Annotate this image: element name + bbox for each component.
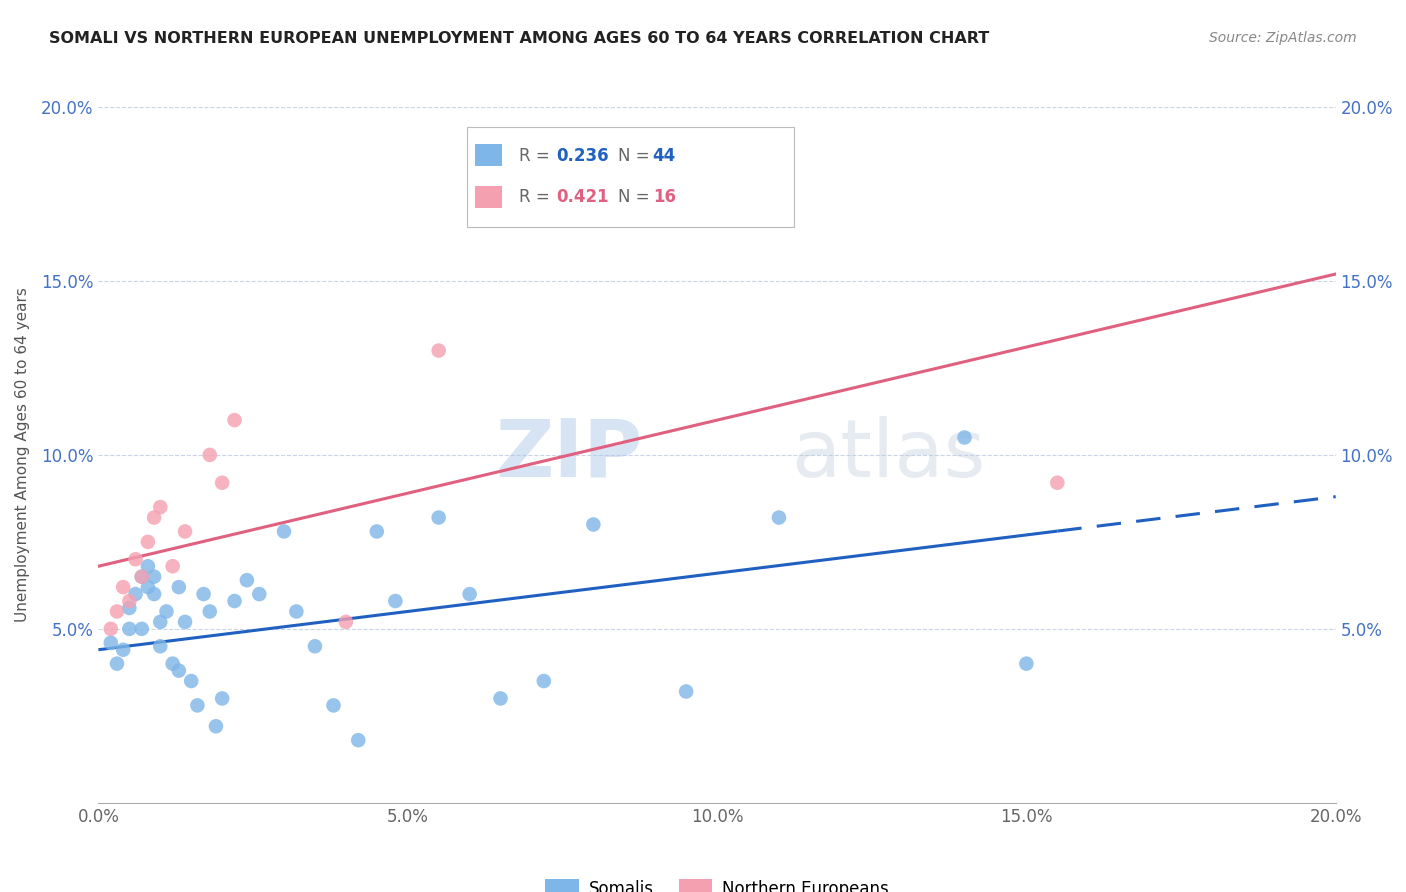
- Point: [100, 622, 122, 636]
- Text: atlas: atlas: [792, 416, 986, 494]
- Point: [131, 570, 153, 584]
- Text: 44: 44: [652, 147, 676, 165]
- Point: [100, 636, 122, 650]
- Point: [1046, 475, 1069, 490]
- Point: [675, 684, 697, 698]
- Point: [143, 510, 166, 524]
- Point: [247, 587, 270, 601]
- Point: [124, 552, 146, 566]
- Point: [105, 605, 128, 619]
- Point: [236, 573, 259, 587]
- Point: [167, 664, 190, 678]
- Point: [131, 622, 153, 636]
- Text: N =: N =: [619, 147, 655, 165]
- Point: [112, 642, 135, 657]
- Point: [953, 431, 976, 445]
- Point: [155, 605, 177, 619]
- Point: [118, 594, 141, 608]
- Point: [193, 587, 215, 601]
- Point: [198, 448, 221, 462]
- Point: [105, 657, 128, 671]
- Text: 0.236: 0.236: [557, 147, 609, 165]
- FancyBboxPatch shape: [467, 127, 794, 227]
- Point: [427, 510, 450, 524]
- Point: [198, 605, 221, 619]
- Point: [335, 615, 357, 629]
- Point: [489, 691, 512, 706]
- Legend: Somalis, Northern Europeans: Somalis, Northern Europeans: [537, 871, 897, 892]
- Bar: [475, 186, 502, 208]
- Point: [174, 524, 197, 539]
- Point: [224, 413, 246, 427]
- Text: 16: 16: [652, 188, 676, 206]
- Point: [149, 639, 172, 653]
- Text: SOMALI VS NORTHERN EUROPEAN UNEMPLOYMENT AMONG AGES 60 TO 64 YEARS CORRELATION C: SOMALI VS NORTHERN EUROPEAN UNEMPLOYMENT…: [49, 31, 990, 46]
- Bar: [475, 144, 502, 166]
- Point: [131, 570, 153, 584]
- Text: 0.421: 0.421: [557, 188, 609, 206]
- Point: [143, 570, 166, 584]
- Point: [174, 615, 197, 629]
- Point: [273, 524, 295, 539]
- Point: [366, 524, 388, 539]
- Point: [136, 534, 159, 549]
- Point: [1015, 657, 1038, 671]
- Text: ZIP: ZIP: [495, 416, 643, 494]
- Point: [124, 587, 146, 601]
- Point: [136, 559, 159, 574]
- Point: [427, 343, 450, 358]
- Point: [211, 691, 233, 706]
- Point: [533, 674, 555, 689]
- Point: [149, 615, 172, 629]
- Point: [143, 587, 166, 601]
- Point: [205, 719, 228, 733]
- Point: [167, 580, 190, 594]
- Point: [180, 674, 202, 689]
- Y-axis label: Unemployment Among Ages 60 to 64 years: Unemployment Among Ages 60 to 64 years: [15, 287, 30, 623]
- Point: [136, 580, 159, 594]
- Point: [186, 698, 208, 713]
- Point: [149, 500, 172, 514]
- Point: [211, 475, 233, 490]
- Point: [582, 517, 605, 532]
- Point: [162, 657, 184, 671]
- Point: [118, 601, 141, 615]
- Point: [304, 639, 326, 653]
- Point: [118, 622, 141, 636]
- Point: [768, 510, 790, 524]
- Point: [458, 587, 481, 601]
- Point: [384, 594, 406, 608]
- Text: R =: R =: [519, 188, 555, 206]
- Text: R =: R =: [519, 147, 555, 165]
- Text: Source: ZipAtlas.com: Source: ZipAtlas.com: [1209, 31, 1357, 45]
- Text: N =: N =: [619, 188, 655, 206]
- Point: [285, 605, 308, 619]
- Point: [347, 733, 370, 747]
- Point: [162, 559, 184, 574]
- Point: [322, 698, 344, 713]
- Point: [644, 187, 666, 202]
- Point: [224, 594, 246, 608]
- Point: [112, 580, 135, 594]
